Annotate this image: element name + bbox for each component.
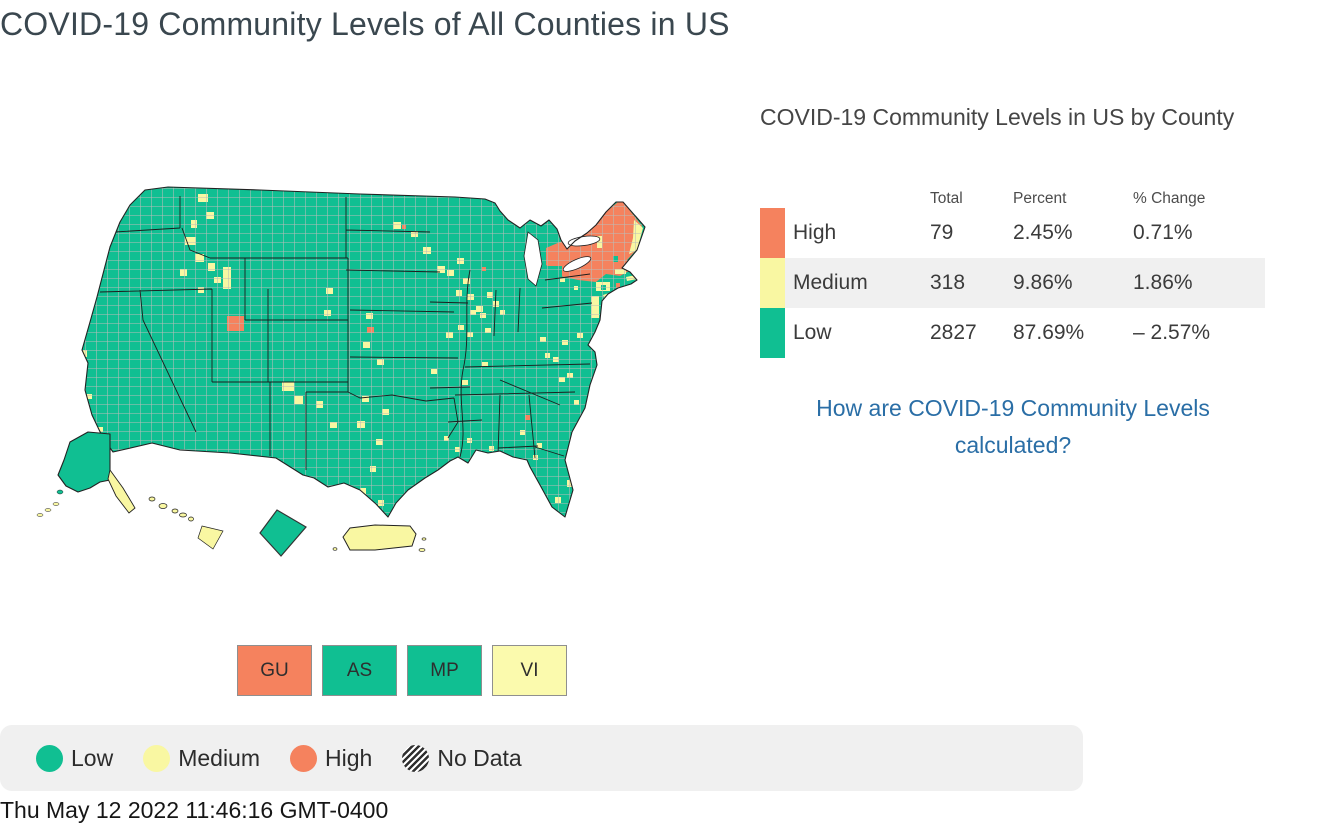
puerto-rico[interactable] — [332, 524, 427, 552]
column-header-total: Total — [930, 190, 963, 207]
row-label: High — [793, 221, 837, 244]
territory-box-gu[interactable]: GU — [237, 645, 312, 696]
data-timestamp: Thu May 12 2022 11:46:16 GMT-0400 — [0, 797, 389, 823]
low-legend-dot — [36, 744, 63, 772]
high-total: 79 — [930, 221, 954, 244]
legend-label: Low — [71, 744, 114, 771]
medium-percent: 9.86% — [1013, 271, 1073, 294]
how-calculated-link[interactable]: How are COVID-19 Community Levels calcul… — [816, 395, 1210, 458]
legend-item-no-data: No Data — [402, 744, 522, 772]
state-borders — [99, 196, 593, 470]
medium-change: 1.86% — [1133, 271, 1193, 294]
row-label: Medium — [793, 271, 868, 294]
territory-label: GU — [260, 659, 289, 681]
stats-panel-title: COVID-19 Community Levels in US by Count… — [760, 104, 1235, 130]
county-borders-texture — [82, 187, 645, 517]
map-legend: Low Medium High No Data — [0, 725, 1083, 791]
column-header-percent: Percent — [1013, 190, 1067, 207]
high-change: 0.71% — [1133, 221, 1193, 244]
territory-label: MP — [430, 659, 459, 681]
territory-box-mp[interactable]: MP — [407, 645, 482, 696]
no-data-hatch-icon — [402, 744, 430, 772]
low-change: – 2.57% — [1133, 321, 1211, 344]
legend-label: No Data — [437, 744, 522, 771]
high-percent: 2.45% — [1013, 221, 1073, 244]
medium-legend-dot — [143, 744, 171, 772]
territory-boxes: GU AS MP VI — [237, 645, 567, 696]
low-color-swatch — [760, 308, 785, 358]
low-total: 2827 — [930, 321, 977, 344]
table-row-medium: Medium 318 9.86% 1.86% — [760, 258, 1265, 308]
community-levels-table: Total Percent % Change High 79 2.45% 0.7… — [760, 180, 1265, 358]
medium-total: 318 — [930, 271, 966, 294]
high-legend-dot — [290, 744, 318, 772]
legend-label: High — [325, 744, 373, 771]
row-label: Low — [793, 321, 832, 344]
dc-callout[interactable] — [259, 509, 307, 557]
legend-item-medium: Medium — [143, 744, 261, 772]
page-title: COVID-19 Community Levels of All Countie… — [0, 6, 730, 42]
contiguous-us[interactable] — [81, 186, 646, 518]
territory-box-as[interactable]: AS — [322, 645, 397, 696]
territory-label: AS — [346, 659, 373, 681]
great-lakes — [523, 231, 601, 287]
table-header-row: Total Percent % Change — [760, 180, 1265, 208]
hawaii[interactable] — [148, 496, 224, 550]
medium-color-swatch — [760, 258, 785, 308]
low-percent: 87.69% — [1013, 321, 1085, 344]
high-color-swatch — [760, 208, 785, 258]
column-header-change: % Change — [1133, 190, 1206, 207]
alaska[interactable] — [36, 431, 136, 517]
legend-item-high: High — [290, 744, 373, 772]
territory-label: VI — [520, 659, 539, 681]
legend-item-low: Low — [36, 744, 114, 772]
us-county-choropleth-map[interactable] — [30, 170, 680, 600]
legend-label: Medium — [178, 744, 261, 771]
table-row-low: Low 2827 87.69% – 2.57% — [760, 308, 1265, 358]
table-row-high: High 79 2.45% 0.71% — [760, 208, 1265, 258]
territory-box-vi[interactable]: VI — [492, 645, 567, 696]
